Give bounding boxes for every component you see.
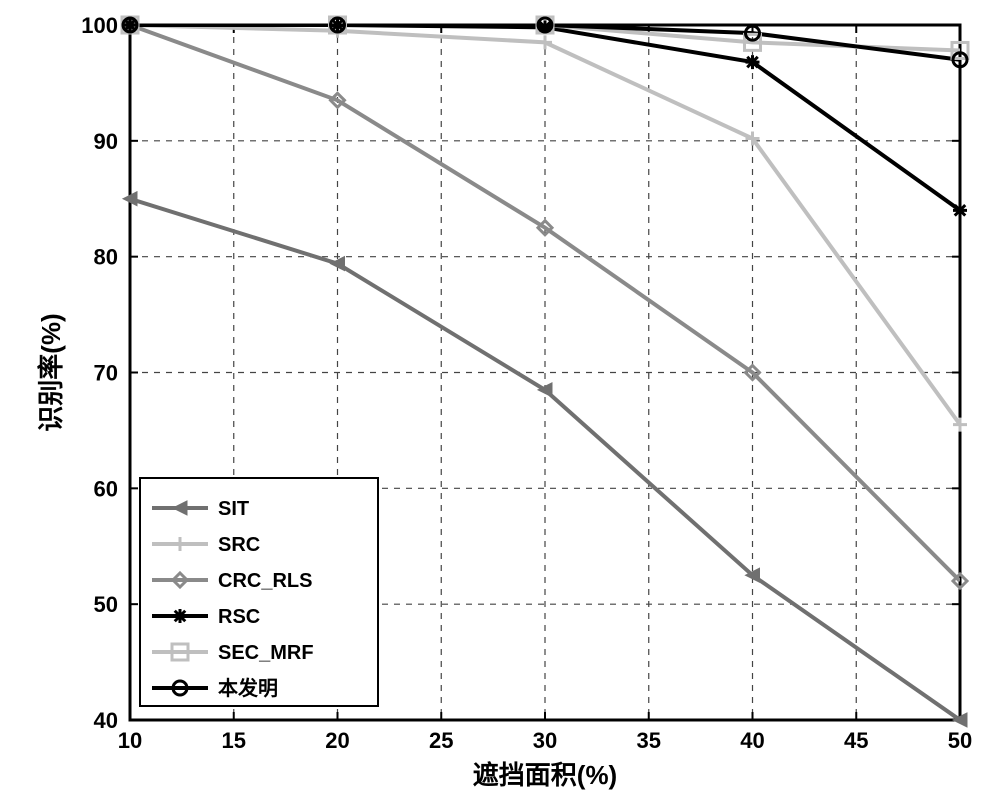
legend-box <box>140 478 378 706</box>
x-tick-label: 25 <box>429 728 453 753</box>
marker-asterisk <box>173 609 187 623</box>
x-tick-label: 45 <box>844 728 868 753</box>
x-tick-label: 30 <box>533 728 557 753</box>
x-tick-label: 10 <box>118 728 142 753</box>
legend-label-src: SRC <box>218 534 260 556</box>
y-tick-label: 100 <box>81 13 118 38</box>
y-tick-label: 70 <box>94 361 118 386</box>
chart-container: 10 15 20 25 30 35 40 45 50 40 50 60 70 80 90 100 遮挡面积(%)… <box>0 0 1000 800</box>
marker-asterisk <box>953 203 967 217</box>
legend-label-sec_mrf: SEC_MRF <box>218 642 314 664</box>
x-tick-label: 20 <box>325 728 349 753</box>
line-chart: 10 15 20 25 30 35 40 45 50 40 50 60 70 80 90 100 遮挡面积(%)… <box>0 0 1000 800</box>
legend-label-sit: SIT <box>218 498 249 520</box>
legend-label-ours: 本发明 <box>218 676 278 700</box>
y-tick-label: 50 <box>94 592 118 617</box>
y-tick-label: 60 <box>94 476 118 501</box>
x-tick-label: 35 <box>637 728 661 753</box>
marker-asterisk <box>746 55 760 69</box>
legend-label-rsc: RSC <box>218 606 260 628</box>
y-axis-label: 识别率(%) <box>36 313 66 431</box>
x-tick-label: 50 <box>948 728 972 753</box>
x-axis-label: 遮挡面积(%) <box>473 760 617 790</box>
y-tick-label: 90 <box>94 129 118 154</box>
y-tick-label: 40 <box>94 708 118 733</box>
legend: SIT SRC CRC_RLS RSC SEC_MRF 本发明 <box>140 478 378 706</box>
x-tick-label: 40 <box>740 728 764 753</box>
y-tick-label: 80 <box>94 245 118 270</box>
x-tick-label: 15 <box>222 728 246 753</box>
legend-label-crc_rls: CRC_RLS <box>218 570 312 592</box>
